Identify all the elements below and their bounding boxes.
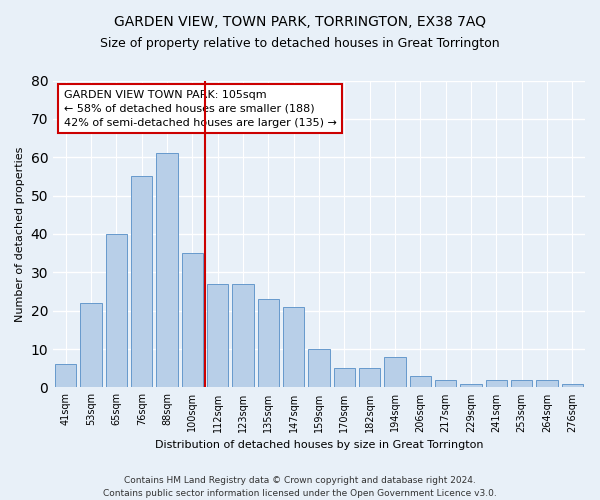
Bar (536, 380, 558, 388)
Bar (485, 380, 507, 388)
Bar (384, 356, 406, 388)
Bar (55, 364, 76, 388)
Bar (410, 376, 431, 388)
Bar (283, 307, 304, 388)
Text: GARDEN VIEW, TOWN PARK, TORRINGTON, EX38 7AQ: GARDEN VIEW, TOWN PARK, TORRINGTON, EX38… (114, 15, 486, 29)
Text: GARDEN VIEW TOWN PARK: 105sqm
← 58% of detached houses are smaller (188)
42% of : GARDEN VIEW TOWN PARK: 105sqm ← 58% of d… (64, 90, 337, 128)
Text: Contains HM Land Registry data © Crown copyright and database right 2024.
Contai: Contains HM Land Registry data © Crown c… (103, 476, 497, 498)
Bar (80, 303, 102, 388)
Bar (207, 284, 229, 388)
Bar (435, 380, 457, 388)
Y-axis label: Number of detached properties: Number of detached properties (15, 146, 25, 322)
Bar (460, 384, 482, 388)
Bar (156, 154, 178, 388)
X-axis label: Distribution of detached houses by size in Great Torrington: Distribution of detached houses by size … (155, 440, 483, 450)
Text: Size of property relative to detached houses in Great Torrington: Size of property relative to detached ho… (100, 38, 500, 51)
Bar (308, 349, 330, 388)
Bar (257, 299, 279, 388)
Bar (511, 380, 532, 388)
Bar (131, 176, 152, 388)
Bar (334, 368, 355, 388)
Bar (182, 253, 203, 388)
Bar (232, 284, 254, 388)
Bar (562, 384, 583, 388)
Bar (106, 234, 127, 388)
Bar (359, 368, 380, 388)
